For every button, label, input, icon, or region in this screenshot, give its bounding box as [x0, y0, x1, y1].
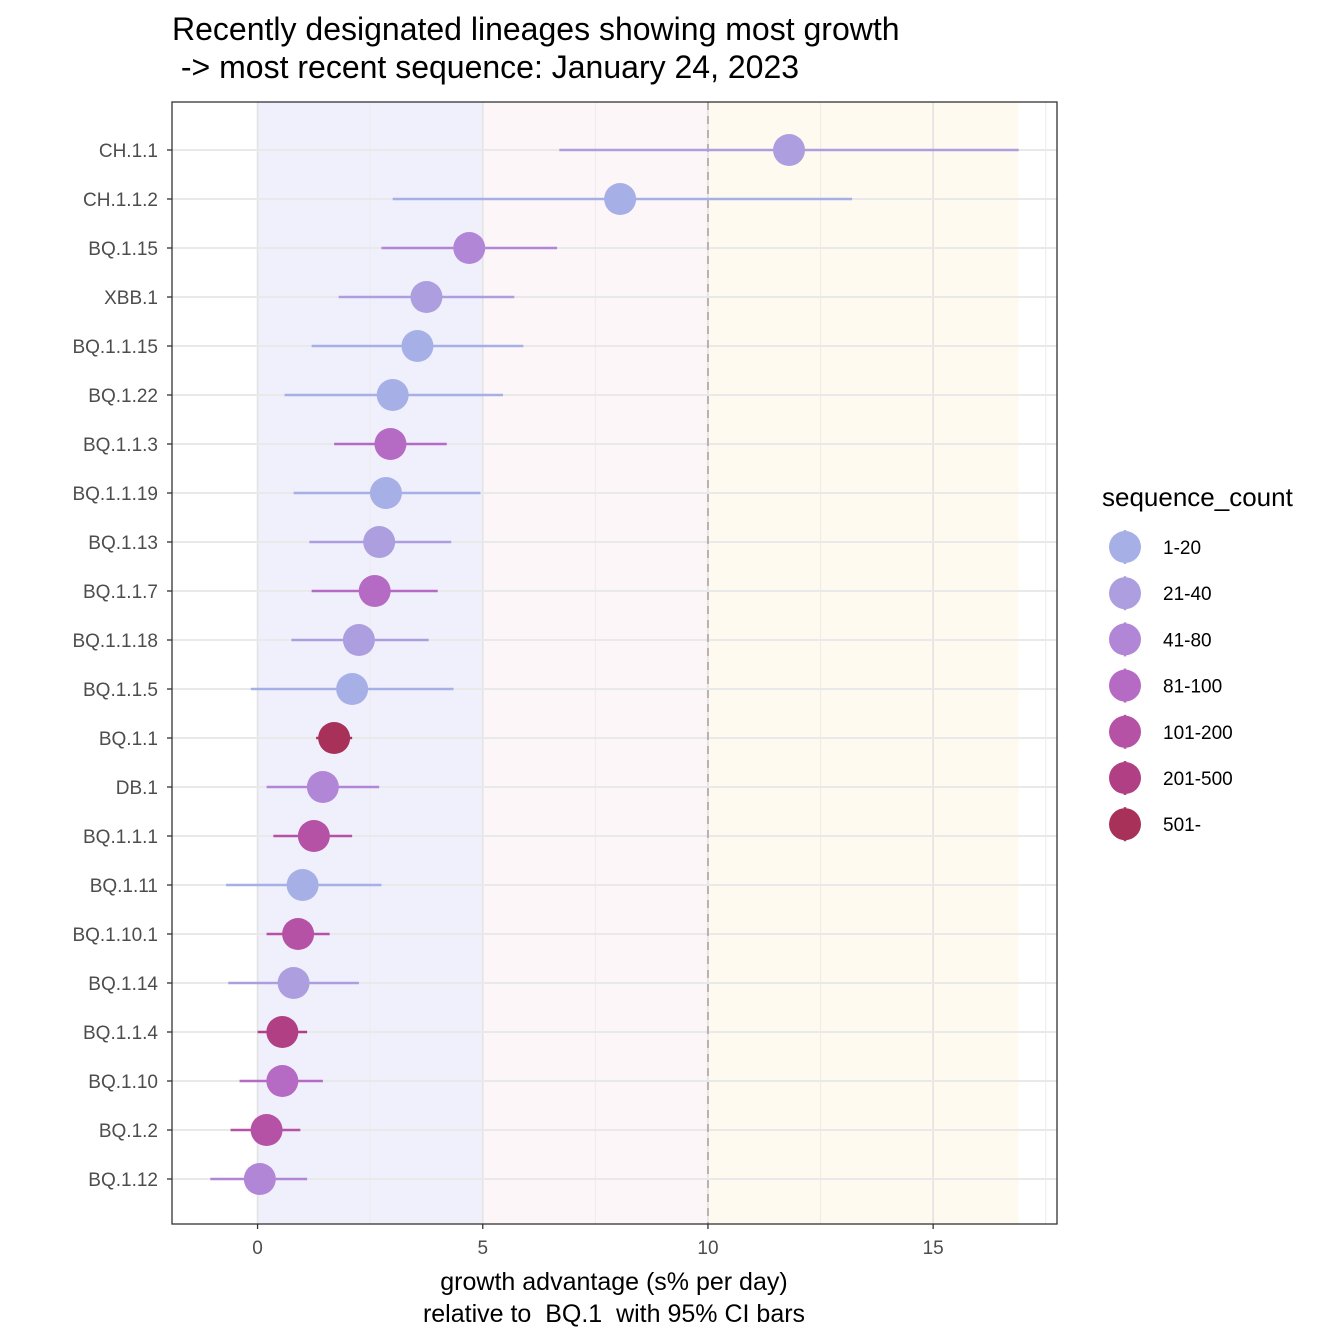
x-axis-title-line-1: growth advantage (s% per day)	[440, 1268, 787, 1296]
legend-entries: 1-20 21-40 41-80 81-100 101-200 201-500 501-	[1109, 530, 1233, 842]
point-BQ.1.10	[266, 1065, 299, 1097]
legend: sequence_count 1-20 21-40 41-80 81-100 101-2…	[1102, 482, 1294, 842]
plot-panel-border	[171, 101, 1058, 1225]
legend-key-501	[1109, 808, 1141, 841]
point-BQ.1.1.15	[401, 330, 434, 362]
point-BQ.1.11	[286, 869, 319, 901]
shaded-band-3	[707, 102, 1019, 1224]
x-tick-label-15: 15	[923, 1238, 944, 1259]
legend-label-201-500: 201-500	[1163, 769, 1233, 790]
data-series	[210, 134, 1019, 1195]
point-BQ.1.1.18	[342, 624, 375, 656]
y-tick-label-BQ.1.10: BQ.1.10	[88, 1072, 158, 1093]
point-BQ.1.15	[453, 232, 486, 264]
legend-label-501: 501-	[1163, 815, 1201, 836]
y-tick-label-BQ.1.1.18: BQ.1.1.18	[72, 631, 158, 652]
y-tick-label-CH.1.1.2: CH.1.1.2	[83, 190, 158, 211]
legend-key-41-80	[1109, 623, 1141, 656]
x-axis-title-line-2: relative to BQ.1 with 95% CI bars	[423, 1300, 805, 1328]
y-tick-label-BQ.1.1.5: BQ.1.1.5	[83, 680, 158, 701]
point-BQ.1.1.7	[358, 575, 391, 607]
x-tick-label-0: 0	[252, 1238, 263, 1259]
y-tick-label-DB.1: DB.1	[116, 778, 158, 799]
legend-key-81-100	[1109, 669, 1141, 702]
y-tick-label-BQ.1.15: BQ.1.15	[88, 239, 158, 260]
legend-key-201-500	[1109, 762, 1141, 794]
point-BQ.1.1.3	[374, 428, 407, 460]
chart-title-line-2: -> most recent sequence: January 24, 202…	[172, 49, 799, 85]
legend-title: sequence_count	[1102, 482, 1294, 512]
legend-key-101-200	[1109, 715, 1141, 748]
legend-label-81-100: 81-100	[1163, 677, 1222, 698]
y-tick-label-BQ.1.1.15: BQ.1.1.15	[72, 337, 158, 358]
point-BQ.1.10.1	[282, 918, 315, 950]
point-BQ.1.13	[363, 526, 396, 558]
x-tick-label-10: 10	[697, 1238, 718, 1259]
point-BQ.1.1.19	[369, 477, 402, 509]
legend-key-1-20	[1109, 531, 1141, 563]
plot-panel-border-group	[171, 101, 1058, 1225]
y-tick-label-XBB.1: XBB.1	[104, 288, 158, 309]
point-BQ.1.12	[243, 1163, 276, 1195]
point-BQ.1.14	[277, 967, 310, 999]
x-tick-label-5: 5	[477, 1238, 488, 1259]
point-BQ.1.22	[376, 379, 409, 411]
point-BQ.1.1.4	[266, 1016, 299, 1048]
y-tick-label-BQ.1.13: BQ.1.13	[88, 533, 158, 554]
point-BQ.1.1.1	[297, 820, 330, 852]
legend-key-21-40	[1109, 577, 1141, 610]
y-tick-label-BQ.1.11: BQ.1.11	[90, 876, 158, 897]
y-tick-label-BQ.1.12: BQ.1.12	[88, 1170, 158, 1191]
y-tick-label-BQ.1.14: BQ.1.14	[88, 974, 158, 995]
shaded-bands	[257, 102, 1019, 1224]
y-tick-label-BQ.1.1.1: BQ.1.1.1	[83, 827, 158, 848]
point-BQ.1.1	[318, 722, 351, 754]
y-tick-label-BQ.1.1.19: BQ.1.1.19	[72, 484, 158, 505]
point-DB.1	[306, 771, 339, 803]
point-CH.1.1.2	[604, 183, 637, 215]
point-CH.1.1	[773, 134, 806, 166]
x-axis-title: growth advantage (s% per day) relative t…	[423, 1268, 805, 1328]
point-BQ.1.1.5	[336, 673, 369, 705]
y-tick-label-BQ.1.1.7: BQ.1.1.7	[83, 582, 158, 603]
y-axis: CH.1.1 CH.1.1.2 BQ.1.15 XBB.1 BQ.1.1.15 BQ.1.…	[72, 141, 172, 1191]
y-tick-label-BQ.1.1.4: BQ.1.1.4	[83, 1023, 158, 1044]
legend-label-41-80: 41-80	[1163, 630, 1212, 651]
x-axis: 0 5 10 15	[252, 1224, 944, 1259]
chart-title-line-1: Recently designated lineages showing mos…	[172, 11, 900, 47]
legend-label-1-20: 1-20	[1163, 538, 1201, 559]
y-tick-label-BQ.1.22: BQ.1.22	[88, 386, 158, 407]
point-BQ.1.2	[250, 1114, 283, 1146]
chart-title: Recently designated lineages showing mos…	[172, 11, 900, 85]
y-tick-label-BQ.1.1.3: BQ.1.1.3	[83, 435, 158, 456]
y-tick-label-BQ.1.10.1: BQ.1.10.1	[72, 925, 158, 946]
point-XBB.1	[410, 281, 443, 313]
y-tick-label-BQ.1.2: BQ.1.2	[99, 1121, 158, 1142]
legend-label-101-200: 101-200	[1163, 723, 1233, 744]
y-tick-label-CH.1.1: CH.1.1	[99, 141, 158, 162]
legend-label-21-40: 21-40	[1163, 584, 1212, 605]
y-tick-label-BQ.1.1: BQ.1.1	[99, 729, 158, 750]
